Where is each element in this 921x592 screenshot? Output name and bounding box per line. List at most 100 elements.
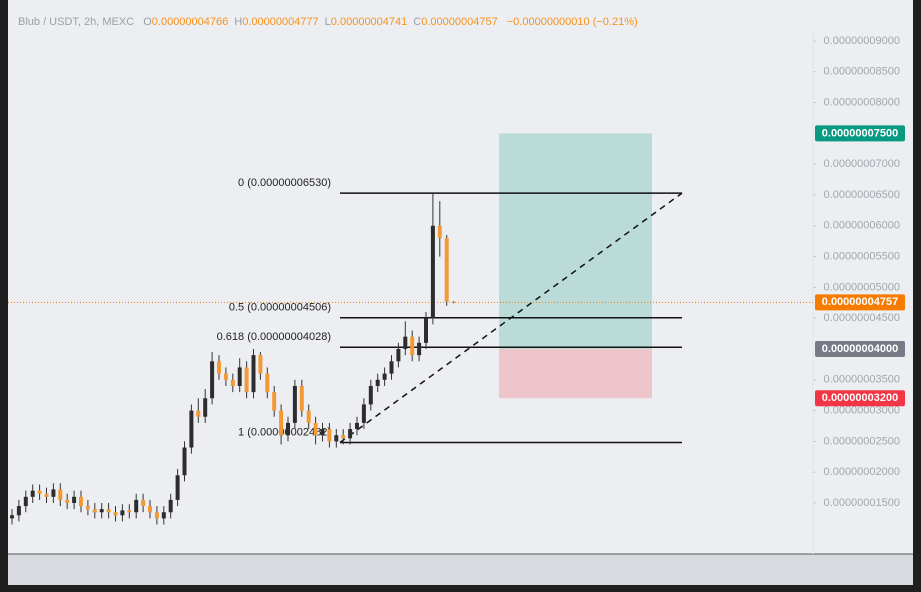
y-tick-label: 0.00000004500 <box>824 312 900 324</box>
candle-body <box>223 373 228 380</box>
y-tick-label: 0.00000003000 <box>824 404 900 416</box>
candle-body <box>168 499 173 513</box>
candle-body <box>161 512 166 519</box>
candle-body <box>417 342 422 356</box>
candle-body <box>58 489 63 500</box>
candle-body <box>320 429 325 436</box>
candle <box>424 312 428 349</box>
candle-body <box>10 515 14 519</box>
fib-label: 0 (0.00000006530) <box>238 177 331 189</box>
candle-body <box>286 422 290 436</box>
candle-body <box>203 398 208 417</box>
candle-body <box>30 490 35 497</box>
field-key: L <box>324 16 331 28</box>
candle <box>113 506 118 522</box>
candle-body <box>444 238 449 302</box>
candle <box>106 502 111 519</box>
candle-body <box>23 496 28 507</box>
candle <box>72 490 77 510</box>
candle <box>154 506 159 525</box>
field-value: 0.00000004766 <box>151 16 229 28</box>
candle-body <box>230 379 235 386</box>
candle <box>189 404 194 454</box>
candle-body <box>272 392 277 411</box>
y-tick-label: 0.00000008500 <box>824 66 900 78</box>
candle-body <box>299 385 304 411</box>
time-axis <box>8 554 913 585</box>
candle-body <box>196 410 201 417</box>
candle <box>182 441 187 482</box>
candle-body <box>37 490 42 494</box>
candle-body <box>99 509 104 513</box>
candle-body <box>134 499 139 513</box>
symbol: Blub / USDT, 2h, MEXC <box>18 16 135 28</box>
candle <box>355 416 359 436</box>
candle-body <box>16 506 21 516</box>
candle <box>99 502 104 519</box>
candle <box>244 361 249 399</box>
candle-body <box>430 225 435 319</box>
candle <box>292 379 297 430</box>
field-value: 0.00000004757 <box>421 16 498 28</box>
candle <box>127 504 132 519</box>
candle-body <box>375 379 380 386</box>
candle-body <box>210 361 215 399</box>
candle <box>168 493 173 519</box>
candle <box>65 493 70 510</box>
candle-body <box>355 422 359 430</box>
candle <box>327 422 332 448</box>
candle <box>299 379 304 417</box>
y-tick-label: 0.00000007000 <box>824 158 900 170</box>
candle-body <box>217 361 221 374</box>
candle <box>37 484 42 500</box>
field-value: 0.00000004741 <box>330 16 408 28</box>
candle <box>389 355 394 380</box>
candle-body <box>65 499 70 503</box>
candle-body <box>348 429 353 439</box>
candle <box>210 352 215 405</box>
candle <box>16 499 21 522</box>
target-zone <box>499 133 652 349</box>
candle-body <box>265 373 270 393</box>
fib-label: 0.618 (0.00000004028) <box>217 331 331 343</box>
candle-body <box>113 512 118 516</box>
candle <box>341 429 346 445</box>
candle-body <box>175 475 180 500</box>
candle <box>430 193 435 325</box>
candle <box>361 398 366 430</box>
candle-body <box>368 385 373 405</box>
candle <box>237 358 242 393</box>
candle-body <box>424 318 428 343</box>
candle <box>134 493 139 519</box>
price-badge <box>815 294 905 311</box>
candle <box>203 389 208 423</box>
candle <box>85 499 90 516</box>
field-value: 0.00000004777 <box>242 16 319 28</box>
candle <box>10 509 14 525</box>
candle <box>451 301 456 304</box>
candle-body <box>389 361 394 374</box>
field-key: H <box>234 16 243 28</box>
candle <box>148 499 152 519</box>
fib-label: 0.5 (0.00000004506) <box>229 302 331 314</box>
candle-body <box>410 336 415 356</box>
candle <box>217 355 221 380</box>
candle <box>417 336 422 362</box>
candle <box>348 422 353 445</box>
price-badge <box>815 390 905 407</box>
candle-body <box>148 506 152 513</box>
candle <box>286 416 290 442</box>
fib-label: 1 (0.00000002482) <box>238 426 331 438</box>
price-badge-label: 0.00000003200 <box>822 392 898 404</box>
candle <box>375 373 380 393</box>
price-badge <box>815 340 905 357</box>
y-tick-label: 0.00000003500 <box>824 374 900 386</box>
candle <box>313 416 318 445</box>
candle-body <box>327 429 332 442</box>
candle <box>444 235 449 306</box>
ohlc-fields: O0.00000004766 H0.00000004777 L0.000000047… <box>143 16 503 28</box>
candle-body <box>292 385 297 423</box>
candle <box>279 404 284 445</box>
candle-body <box>382 373 387 380</box>
legend-header: Blub / USDT, 2h, MEXC O0.00000004766 H0.0… <box>18 16 644 28</box>
